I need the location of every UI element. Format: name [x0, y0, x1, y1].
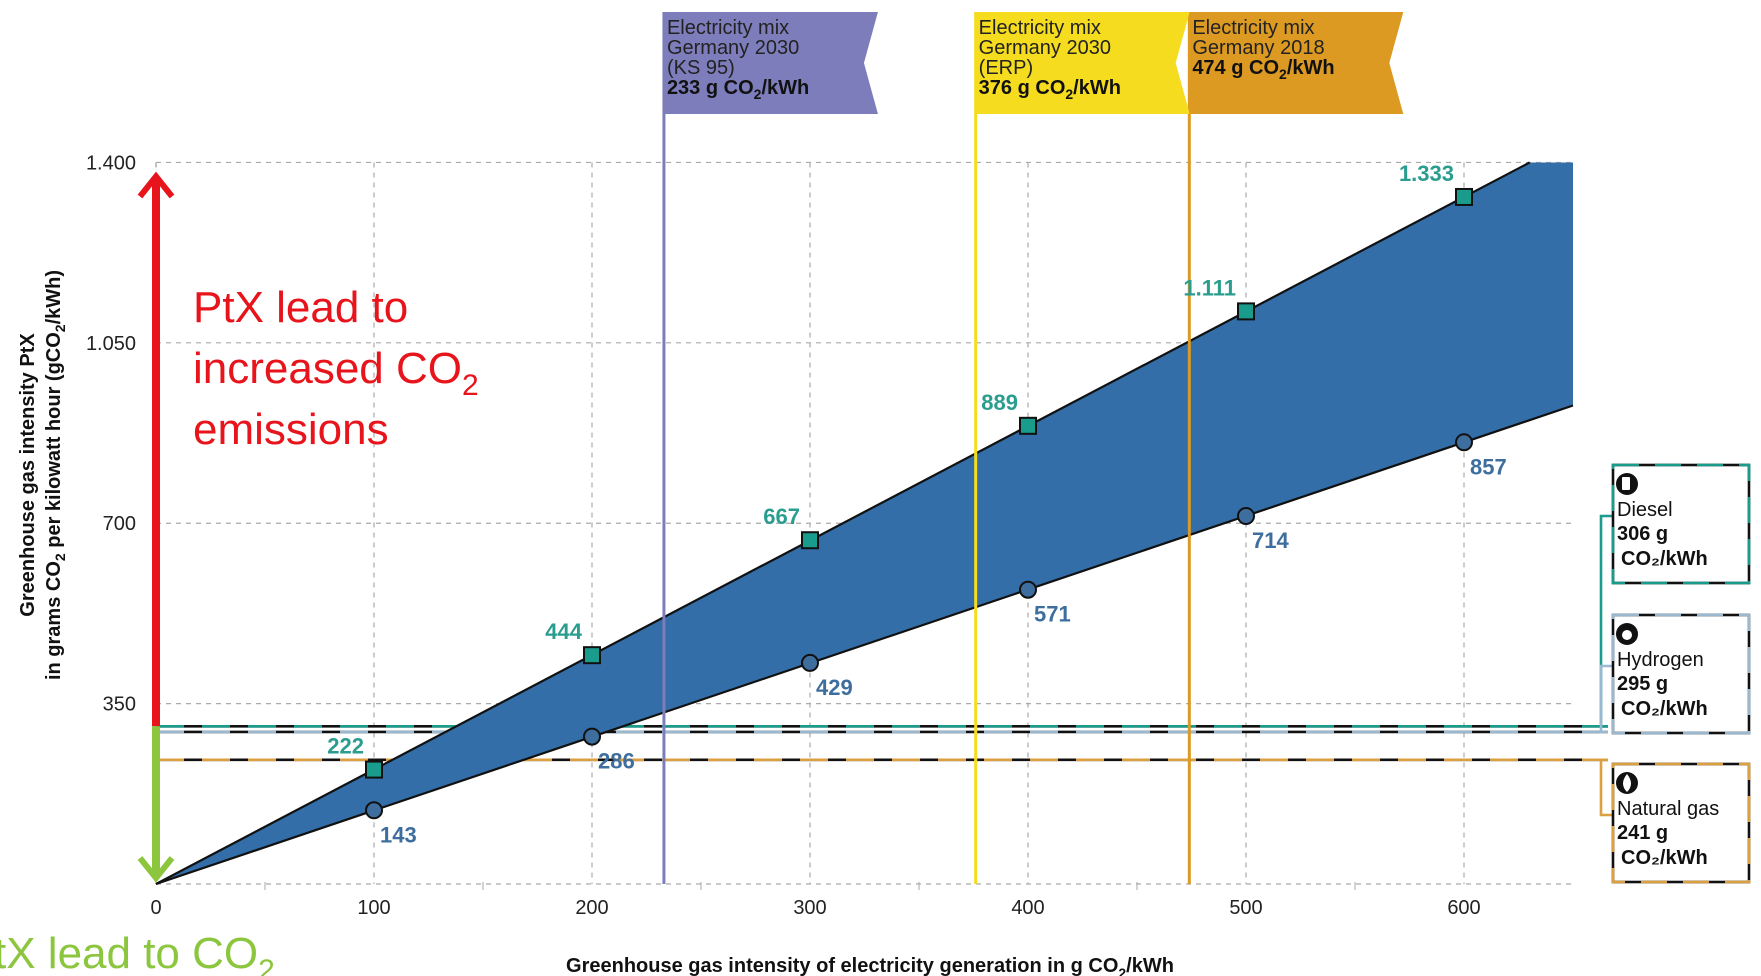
reference-unit-2: CO₂/kWh [1621, 847, 1708, 869]
reference-value-1: 295 g [1617, 673, 1668, 695]
flag-text-0-1: Germany 2030 [667, 37, 799, 59]
lower-label-4: 714 [1252, 528, 1289, 553]
upper-marker-2 [801, 531, 819, 550]
electricity-mix-lines [662, 12, 1191, 884]
direction-arrows [137, 171, 175, 883]
lower-marker-1 [583, 727, 601, 746]
increase-line-2: increased CO2 [193, 344, 479, 402]
reference-box-dash-0 [1611, 463, 1751, 585]
hydrogen-icon [1616, 623, 1638, 645]
electricity-mix-flag-0 [663, 12, 878, 114]
upper-marker-4 [1237, 302, 1255, 321]
flame-icon [1616, 772, 1638, 794]
reference-unit-0: CO₂/kWh [1621, 548, 1708, 570]
upper-label-0: 222 [327, 734, 364, 759]
reference-name-1: Hydrogen [1617, 649, 1704, 671]
upper-marker-1 [583, 646, 601, 665]
ptx-band [155, 161, 1574, 886]
flag-text-2-1: Germany 2018 [1192, 37, 1324, 59]
flag-text-2-0: Electricity mix [1192, 17, 1314, 39]
series-markers: 143 286 429 571 714 857 222 444 667 889 1.111 1.333 [327, 161, 1506, 847]
x-tick-label: 400 [1011, 897, 1044, 919]
x-tick-label: 0 [150, 897, 161, 919]
y-axis-title-line2: in grams CO2 per kilowatt hour (gCO2/kWh… [43, 270, 68, 680]
lower-marker-2 [801, 653, 819, 672]
upper-series-line [155, 161, 1531, 885]
reference-box-dash-1 [1611, 613, 1751, 735]
decrease-arrow-head [137, 856, 175, 883]
flag-value-0: 233 g CO2/kWh [667, 77, 809, 102]
flag-text-1-1: Germany 2030 [979, 37, 1111, 59]
lower-label-0: 143 [380, 822, 417, 847]
lower-label-5: 857 [1470, 454, 1507, 479]
lower-marker-0 [365, 801, 383, 820]
upper-label-5: 1.333 [1399, 161, 1454, 186]
lower-marker-5 [1455, 433, 1473, 452]
electricity-mix-flag-2 [1189, 12, 1404, 114]
lower-label-3: 571 [1034, 602, 1071, 627]
reference-connector-0 [1599, 514, 1613, 728]
flag-text-0-0: Electricity mix [667, 17, 789, 39]
increase-line-3: emissions [193, 405, 389, 454]
y-tick-label: 350 [103, 694, 136, 716]
reference-value-2: 241 g [1617, 822, 1668, 844]
reference-connector-1 [1599, 664, 1613, 734]
fuel-pump-glyph [1622, 477, 1630, 490]
ptx-range-band [156, 162, 1573, 884]
reference-value-0: 306 g [1617, 523, 1668, 545]
fuel-pump-icon [1616, 473, 1638, 495]
flame-glyph [1623, 774, 1631, 792]
lower-series-line [155, 404, 1574, 886]
upper-marker-0 [365, 760, 383, 779]
x-tick-label: 100 [357, 897, 390, 919]
x-tick-label: 200 [575, 897, 608, 919]
reference-unit-1: CO₂/kWh [1621, 698, 1708, 720]
increase-line-1: PtX lead to [193, 283, 408, 332]
electricity-mix-flag-1 [975, 12, 1190, 114]
reference-connector-2 [1599, 758, 1613, 817]
decrease-text: tX lead to CO2 [0, 929, 275, 976]
x-tick-label: 500 [1229, 897, 1262, 919]
y-tick-label: 1.050 [86, 333, 136, 355]
reference-name-2: Natural gas [1617, 798, 1719, 820]
annotations: PtX lead to increased CO2 emissions tX l… [0, 283, 479, 976]
y-tick-label: 1.400 [86, 152, 136, 174]
flag-text-1-0: Electricity mix [979, 17, 1101, 39]
upper-label-3: 889 [981, 390, 1018, 415]
y-axis-title: Greenhouse gas intensity PtX [17, 333, 39, 617]
flag-value-1: 376 g CO2/kWh [979, 77, 1121, 102]
reference-box-dash-2 [1611, 762, 1751, 884]
upper-label-1: 444 [545, 619, 582, 644]
hydrogen-glyph [1622, 630, 1632, 640]
lower-label-2: 429 [816, 675, 853, 700]
x-axis-title: Greenhouse gas intensity of electricity … [566, 955, 1174, 976]
lower-marker-4 [1237, 507, 1255, 526]
flag-value-2: 474 g CO2/kWh [1192, 57, 1334, 82]
upper-marker-5 [1455, 187, 1473, 206]
upper-label-2: 667 [763, 504, 800, 529]
axes: Greenhouse gas intensity of electricity … [17, 152, 1481, 976]
flag-text-0-2: (KS 95) [667, 57, 735, 79]
upper-label-4: 1.111 [1183, 275, 1236, 300]
increase-arrow-head [137, 171, 175, 199]
reference-name-0: Diesel [1617, 499, 1673, 521]
x-tick-label: 600 [1447, 897, 1480, 919]
flag-text-1-2: (ERP) [979, 57, 1033, 79]
x-tick-label: 300 [793, 897, 826, 919]
lower-label-1: 286 [598, 749, 635, 774]
y-tick-label: 700 [103, 513, 136, 535]
lower-marker-3 [1019, 580, 1037, 599]
upper-marker-3 [1019, 416, 1037, 435]
